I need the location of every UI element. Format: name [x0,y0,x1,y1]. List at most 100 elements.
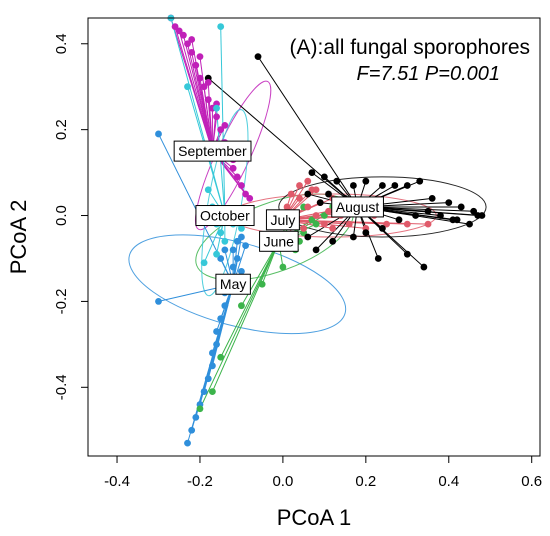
group-label-box-may [215,273,251,295]
point-august [316,199,324,207]
point-august [428,194,436,202]
group-label-box-august [331,196,384,218]
y-axis: -0.4 -0.2 0.0 0.2 0.4 [53,33,88,400]
x-axis: -0.4 -0.2 0.0 0.2 0.4 0.6 [104,456,542,490]
point-june [320,212,328,219]
spoke-october [216,108,226,216]
point-august [308,169,316,176]
ellipse-august [278,176,487,238]
point-august [445,199,453,207]
point-may [217,255,225,262]
point-september [179,31,187,39]
x-tick-label: -0.4 [104,473,130,490]
y-tick-label: -0.4 [53,374,70,400]
point-september [196,53,204,61]
point-july [304,177,312,185]
spoke-june [211,241,280,392]
point-june [209,388,216,395]
point-september [184,40,191,48]
point-may [188,426,196,434]
point-august [312,246,320,254]
point-may [221,246,229,254]
point-october [200,259,208,267]
point-may [233,237,241,245]
point-may [221,302,229,310]
point-august [453,216,461,224]
point-august [470,207,478,215]
point-june [196,405,204,413]
point-july [320,220,328,228]
point-may [233,255,241,262]
group-label-july: July [270,212,295,228]
point-september [246,194,254,202]
point-july [312,212,320,219]
point-august [325,190,332,198]
group-label-august: August [336,199,380,215]
point-august [362,177,370,185]
point-may [229,246,237,254]
spoke-august [207,77,358,208]
point-july [300,225,308,232]
point-july [304,203,312,211]
chart-title: (A):all fungal sporophores [290,36,530,59]
point-august [349,182,357,189]
point-october [213,104,220,112]
point-august [437,212,444,219]
point-july [329,225,337,232]
point-august [329,237,337,245]
y-axis-label: PCoA 2 [6,200,31,275]
point-october [221,237,229,245]
y-tick-label: 0.2 [53,119,70,140]
plot-frame [87,17,541,457]
point-july [312,186,320,194]
point-may [242,242,249,249]
point-august [362,229,370,237]
point-september [188,48,196,56]
point-september [238,182,245,189]
spoke-august [257,56,358,208]
point-october [217,229,225,237]
point-september [175,27,183,35]
point-september [204,96,212,103]
point-october [238,225,245,232]
point-may [204,375,212,383]
point-august [412,212,419,219]
point-august [333,177,341,185]
point-may [200,388,208,395]
point-may [192,413,200,421]
x-tick-label: 0.4 [438,473,459,490]
point-may [229,263,237,271]
y-tick-label: 0.4 [53,33,70,54]
point-august [466,220,473,228]
spoke-june [240,241,280,306]
spoke-october [170,17,226,216]
point-september [204,79,212,86]
group-label-box-october [195,205,255,227]
x-axis-label: PCoA 1 [277,505,352,530]
point-may [238,233,245,241]
point-july [287,190,295,198]
point-august [420,263,428,271]
point-august [403,250,411,258]
point-august [379,182,386,189]
point-october [217,23,225,30]
spoke-october [220,26,226,216]
group-label-box-july [265,209,300,231]
point-august [416,177,424,185]
spoke-june [220,241,280,358]
point-august [304,233,312,241]
point-june [312,220,320,228]
point-august [424,207,432,215]
point-june [238,302,245,310]
x-tick-label: 0.2 [355,473,376,490]
point-october [204,186,212,194]
y-tick-label: 0.0 [53,205,70,226]
point-august [403,182,411,189]
point-september [213,113,220,121]
point-may [238,267,245,275]
point-september [221,121,229,129]
point-july [424,220,432,228]
group-label-box-september [173,140,252,162]
point-july [296,182,303,189]
spoke-september [207,82,213,152]
